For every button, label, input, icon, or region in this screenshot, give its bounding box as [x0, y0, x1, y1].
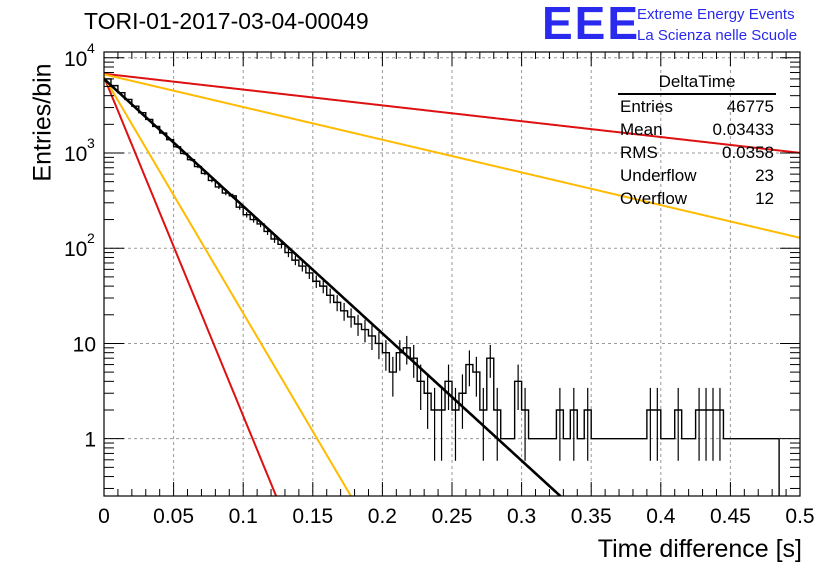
stats-label: Underflow	[620, 166, 697, 185]
reference-curve-red	[104, 76, 278, 496]
fit-curve	[104, 77, 563, 496]
stats-row-underflow: Underflow 23	[614, 164, 780, 187]
reference-curve-yellow	[104, 73, 800, 239]
x-tick-label: 0.35	[571, 505, 612, 528]
x-tick-label: 0	[98, 505, 110, 528]
x-tick-label: 0.1	[229, 505, 258, 528]
stats-value: 0.03433	[712, 120, 774, 139]
stats-value: 0.0358	[722, 143, 774, 162]
stats-value: 46775	[726, 97, 774, 116]
y-tick-label: 10	[73, 333, 96, 356]
stats-label: Mean	[620, 120, 663, 139]
stats-box: DeltaTime Entries 46775 Mean 0.03433 RMS…	[614, 72, 780, 210]
y-tick-label: 10	[64, 143, 87, 166]
logo-line-1: Extreme Energy Events	[637, 6, 795, 23]
stats-box-title: DeltaTime	[618, 72, 776, 95]
stats-row-rms: RMS 0.0358	[614, 141, 780, 164]
x-tick-label: 0.45	[710, 505, 751, 528]
x-tick-label: 0.15	[292, 505, 333, 528]
reference-curve-yellow	[104, 76, 353, 496]
stats-value: 12	[755, 189, 774, 208]
stats-row-overflow: Overflow 12	[614, 187, 780, 210]
chart-title: TORI-01-2017-03-04-00049	[84, 8, 369, 34]
stats-label: Overflow	[620, 189, 688, 208]
stats-label: RMS	[620, 143, 658, 162]
logo-line-2: La Scienza nelle Scuole	[637, 27, 798, 44]
y-tick-exponent: 2	[87, 230, 95, 246]
y-tick-exponent: 4	[87, 40, 95, 56]
x-tick-label: 0.2	[368, 505, 397, 528]
eee-logo: EEE	[542, 0, 641, 49]
y-tick-label: 10	[64, 48, 87, 71]
x-axis-label: Time difference [s]	[597, 535, 802, 563]
y-tick-label: 1	[84, 429, 96, 452]
x-tick-label: 0.5	[785, 505, 814, 528]
stats-row-mean: Mean 0.03433	[614, 118, 780, 141]
x-tick-label: 0.3	[507, 505, 536, 528]
stats-value: 23	[755, 166, 774, 185]
stats-label: Entries	[620, 97, 673, 116]
y-tick-exponent: 3	[87, 135, 95, 151]
y-axis-label: Entries/bin	[28, 63, 57, 182]
stats-row-entries: Entries 46775	[614, 95, 780, 118]
x-tick-label: 0.4	[646, 505, 676, 528]
reference-curve-red	[104, 72, 800, 154]
y-tick-label: 10	[64, 238, 87, 261]
x-tick-label: 0.25	[432, 505, 473, 528]
x-tick-label: 0.05	[153, 505, 194, 528]
eee-logo-text: Extreme Energy Events La Scienza nelle S…	[637, 4, 797, 46]
